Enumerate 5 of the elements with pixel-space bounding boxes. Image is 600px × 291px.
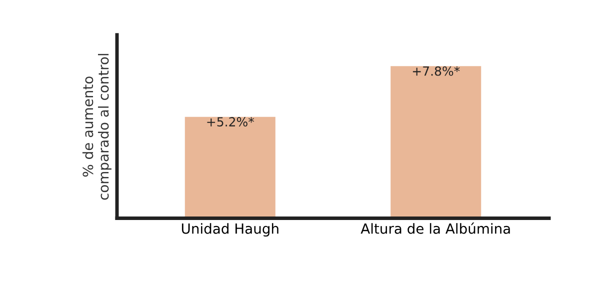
x-tick-label: Altura de la Albúmina xyxy=(360,222,510,234)
x-tick-label: Unidad Haugh xyxy=(182,223,278,237)
y-axis-title: % de aumento comparado al control xyxy=(82,54,112,200)
data-label: +5.2%* xyxy=(207,117,254,127)
data-label: +7.8%* xyxy=(412,66,460,76)
